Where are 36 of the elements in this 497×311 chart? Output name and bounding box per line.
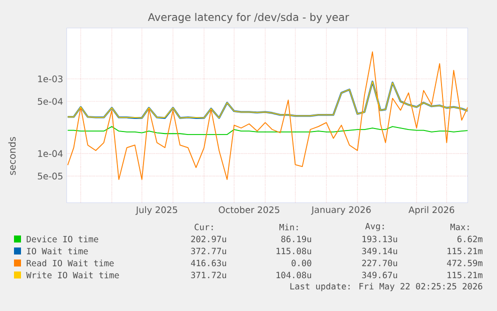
text: 416.63u	[190, 260, 226, 266]
text: 104.08u	[276, 272, 312, 278]
text: Last update: Fri May 22 02:25:25 2026	[290, 282, 482, 292]
y-tick-label: 5e-04	[38, 98, 63, 105]
text: 115.08u	[276, 248, 312, 254]
legend-label: Device IO time	[26, 236, 98, 242]
x-tick-label: January 2026	[310, 206, 371, 215]
text: Cur:	[194, 224, 213, 230]
y-tick-label: 1e-03	[38, 75, 62, 82]
text: Max:	[450, 224, 469, 230]
legend-label: Write IO Wait time	[26, 272, 119, 278]
text: 227.70u	[362, 260, 398, 266]
chart-title: Average latency for /dev/sda - by year	[148, 12, 350, 24]
x-tick-label: October 2025	[218, 206, 280, 214]
text: 349.67u	[362, 272, 398, 278]
text: 472.59m	[446, 260, 482, 266]
text: Min:	[279, 224, 298, 230]
y-tick-label: 5e-05	[38, 172, 62, 180]
text: 115.21m	[448, 272, 482, 278]
text: 193.13u	[362, 236, 398, 242]
y-tick-label: 1e-04	[38, 150, 63, 157]
text: 372.77u	[191, 248, 226, 254]
legend-label: Read IO Wait time	[26, 260, 114, 266]
x-tick-label: July 2025	[135, 206, 178, 215]
text: 86.19u	[281, 236, 312, 242]
legend-label: IO Wait time	[27, 248, 88, 254]
x-tick-label: April 2026	[408, 206, 454, 215]
text: 202.97u	[191, 236, 226, 242]
text: 349.14u	[362, 248, 398, 254]
text: 115.21m	[448, 248, 482, 254]
text: 0.00	[292, 260, 312, 266]
text: Avg:	[365, 222, 384, 232]
line-series	[67, 51, 468, 180]
text: 371.72u	[191, 272, 226, 278]
y-axis-title: seconds	[8, 137, 16, 175]
text: 6.62m	[457, 236, 482, 242]
